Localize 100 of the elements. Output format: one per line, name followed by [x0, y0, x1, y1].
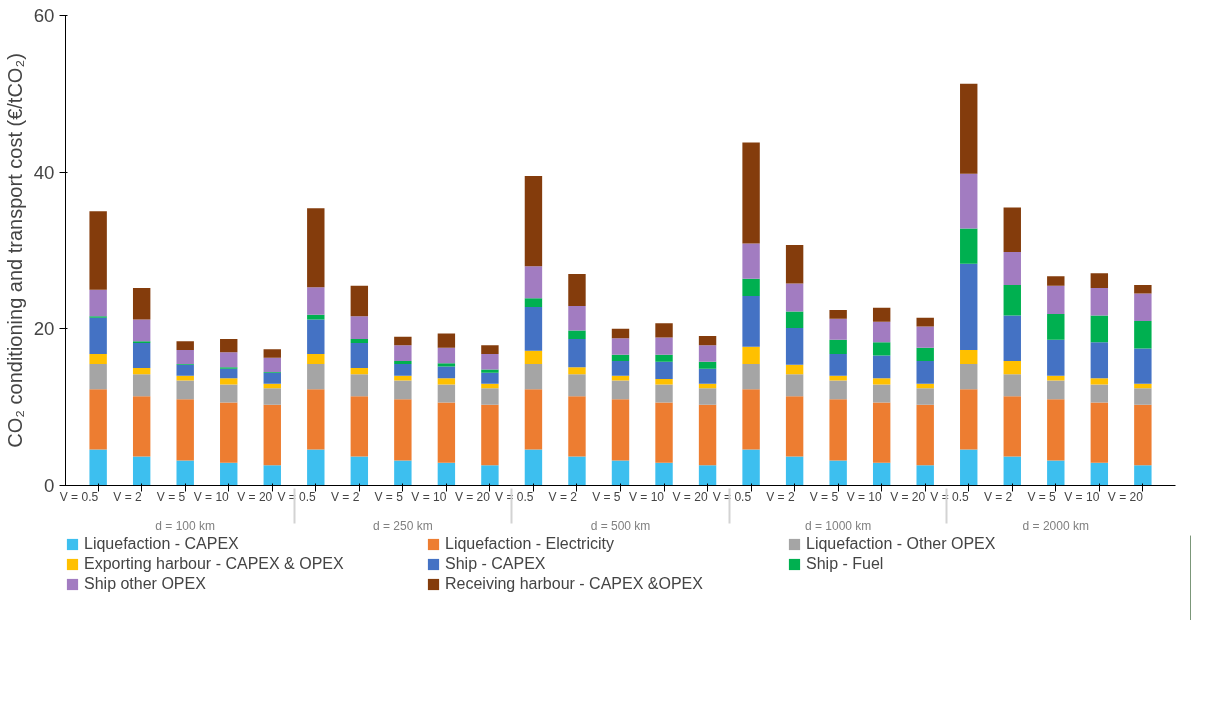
legend-label: Liquefaction - CAPEX: [84, 535, 240, 553]
bar: [263, 349, 281, 358]
y-tick-label: 20: [33, 318, 55, 340]
bar: [350, 285, 369, 317]
x-tick-label: V = 20: [237, 489, 273, 504]
bar: [742, 278, 760, 296]
bar: [1090, 384, 1109, 403]
bar: [481, 404, 499, 466]
bar: [307, 208, 325, 288]
bar: [568, 396, 586, 457]
bar: [437, 378, 456, 385]
bar: [1003, 315, 1021, 361]
bar: [263, 372, 281, 384]
bar: [1047, 313, 1065, 340]
bar: [132, 396, 151, 457]
bar: [394, 360, 412, 365]
bar: [524, 298, 543, 307]
x-tick-label: V = 20: [672, 489, 708, 504]
bar: [916, 326, 934, 348]
bar: [1134, 293, 1152, 321]
bar: [698, 368, 717, 384]
x-tick-label: V = 2: [548, 489, 578, 504]
bar: [89, 389, 107, 450]
bar: [1047, 460, 1065, 486]
bar: [655, 361, 673, 379]
bar: [960, 263, 978, 350]
bar: [916, 360, 934, 384]
y-tick-label: 0: [44, 475, 55, 496]
bar: [307, 319, 325, 354]
bar: [655, 323, 673, 338]
bar: [916, 317, 934, 327]
bar: [524, 306, 543, 351]
bar: [132, 342, 151, 368]
bar: [437, 402, 456, 463]
bar: [1090, 462, 1109, 486]
bar: [742, 295, 760, 347]
bar: [568, 274, 586, 307]
text: d = 100 km: [155, 518, 216, 533]
bar: [655, 462, 673, 486]
bar: [394, 345, 412, 361]
bar: [176, 349, 194, 365]
bar: [611, 360, 630, 376]
bar: [89, 353, 107, 365]
bar: [132, 319, 151, 342]
x-tick-label: V = 0.5: [59, 489, 99, 504]
bar: [611, 399, 630, 461]
bar: [307, 364, 325, 390]
bar: [742, 449, 760, 486]
bar: [132, 374, 151, 397]
bar: [829, 460, 847, 486]
bar: [350, 316, 369, 340]
bar: [568, 306, 586, 331]
bar: [437, 366, 456, 379]
legend-label: Liquefaction - Electricity: [445, 535, 615, 553]
bar: [872, 342, 891, 356]
bar: [263, 465, 281, 486]
bar: [524, 389, 543, 450]
bar: [655, 354, 673, 362]
legend-label: Receiving harbour - CAPEX &OPEX: [445, 575, 704, 593]
bar: [742, 389, 760, 450]
bar: [829, 339, 847, 354]
bar: [611, 380, 630, 400]
x-tick-label: V = 5: [156, 489, 186, 504]
bar: [176, 380, 194, 400]
bar: [960, 173, 978, 229]
bar: [176, 375, 194, 381]
bar: [1134, 321, 1152, 349]
bar: [872, 307, 891, 322]
bar: [350, 342, 369, 368]
bar: [220, 402, 238, 463]
bar: [132, 456, 151, 486]
x-tick-label: V = 20: [890, 489, 926, 504]
x-tick-label: V = 5: [592, 489, 621, 504]
bar: [698, 388, 717, 405]
bar: [89, 449, 107, 486]
bar: [611, 354, 630, 361]
bar: [220, 378, 238, 385]
bar: [350, 339, 369, 343]
bar: [698, 465, 717, 486]
bar: [307, 353, 325, 365]
bar: [1090, 288, 1109, 316]
bar: [524, 176, 543, 267]
bar: [263, 388, 281, 405]
bar: [1003, 252, 1021, 285]
bar: [872, 462, 891, 486]
bar: [960, 228, 978, 264]
bar: [568, 339, 586, 368]
bar: [437, 384, 456, 403]
legend-label: Liquefaction - Other OPEX: [806, 535, 997, 553]
bar: [1134, 465, 1152, 486]
bar: [611, 375, 630, 381]
bar: [307, 449, 325, 486]
legend-label: Ship - CAPEX: [445, 555, 547, 573]
bar: [89, 364, 107, 390]
bar: [1003, 360, 1021, 375]
bar: [350, 374, 369, 397]
bar: [611, 460, 630, 486]
bar: [785, 245, 804, 284]
x-tick-label: V = 5: [1027, 489, 1057, 504]
bar: [1047, 375, 1065, 381]
